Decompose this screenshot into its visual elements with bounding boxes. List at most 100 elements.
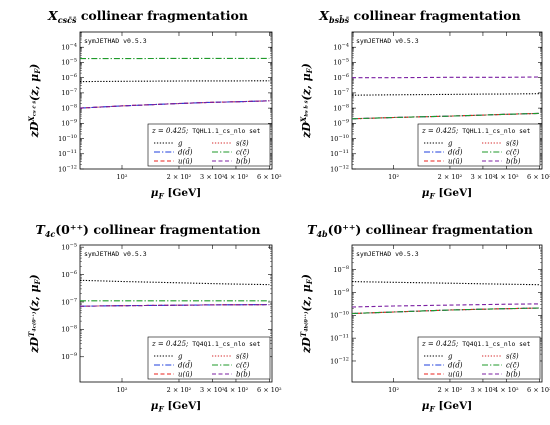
series-line-g [80, 279, 270, 286]
legend-label-u: u(ū) [178, 371, 193, 379]
y-tick-label: 10−7 [61, 88, 77, 97]
y-tick-label: 10−7 [61, 297, 77, 306]
series-line-b [80, 304, 270, 307]
series-line-g [352, 281, 540, 286]
y-axis-label: zDXcs c̄ s̄(z, μF) [27, 64, 42, 139]
y-tick-label: 10−10 [330, 311, 349, 320]
x-tick-label: 3 × 10² [200, 386, 225, 394]
legend-label-d: d(d̄) [448, 147, 463, 157]
y-tick-label: 10−8 [333, 103, 349, 112]
x-tick-label: 4 × 10² [224, 386, 249, 394]
y-tick-label: 10−4 [333, 43, 349, 52]
series-line-b [352, 303, 540, 308]
y-tick-label: 10−6 [61, 73, 77, 82]
x-tick-label: 4 × 10² [224, 173, 249, 181]
x-tick-label: 3 × 10² [471, 173, 496, 181]
legend-label-c: c(c̄) [236, 149, 250, 157]
legend-label-s: s(s̄) [236, 353, 249, 361]
x-tick-label: 3 × 10² [200, 173, 225, 181]
legend-box [417, 123, 541, 167]
x-tick-label: 6 × 10² [257, 173, 282, 181]
y-tick-label: 10−9 [333, 119, 349, 128]
legend-label-s: s(s̄) [236, 140, 249, 148]
legend-label-s: s(s̄) [506, 140, 519, 148]
legend-label-u: u(ū) [178, 158, 193, 166]
x-axis-label: μF [GeV] [422, 400, 472, 414]
legend-label-d: d(d̄) [178, 360, 193, 370]
legend-box [147, 123, 271, 167]
chart-panel-3: T4c(0⁺⁺) collinear fragmentation 10−9 10−8… [27, 222, 282, 414]
x-tick-label: 6 × 10² [257, 386, 282, 394]
plot-frame [79, 244, 273, 383]
y-tick-label: 10−8 [333, 265, 349, 274]
x-tick-label: 2 × 10² [167, 173, 192, 181]
legend-label-s: s(s̄) [506, 353, 519, 361]
series-line-b [80, 100, 270, 109]
x-tick-label: 2 × 10² [167, 386, 192, 394]
y-tick-label: 10−9 [333, 288, 349, 297]
y-tick-label: 10−10 [330, 134, 349, 143]
y-tick-label: 10−9 [61, 352, 77, 361]
legend-label-c: c(c̄) [506, 149, 520, 157]
series-line-g [80, 80, 270, 83]
legend-label-g: g [178, 353, 183, 361]
x-tick-label: 10² [117, 386, 128, 394]
version-label: symJETHAD v0.5.3 [84, 37, 147, 45]
chart-panel-2: Xbsb̄s̄ collinear fragmentation 10−12 10−1… [299, 8, 550, 201]
y-tick-label: 10−6 [333, 73, 349, 82]
series-line-b [352, 76, 540, 79]
x-tick-label: 10² [388, 386, 399, 394]
x-axis-label: μF [GeV] [151, 400, 201, 414]
series-line-g [352, 93, 540, 96]
legend-header: z = 0.425; TQHL1.1_cs_nlo set [421, 127, 531, 135]
x-tick-label: 3 × 10² [471, 386, 496, 394]
legend-label-u: u(ū) [448, 371, 463, 379]
x-tick-label: 6 × 10² [527, 173, 550, 181]
y-tick-label: 10−12 [330, 164, 349, 173]
y-tick-label: 10−9 [61, 119, 77, 128]
plot-frame [79, 31, 273, 170]
y-tick-label: 10−11 [330, 149, 349, 158]
x-tick-label: 2 × 10² [438, 386, 463, 394]
y-tick-label: 10−5 [61, 242, 77, 251]
series-line-c [352, 307, 540, 315]
x-tick-label: 10² [388, 173, 399, 181]
x-tick-label: 6 × 10² [527, 386, 550, 394]
chart-panel-1: Xcsc̄s̄ collinear fragmentation 10−12 10−1… [27, 8, 282, 201]
y-tick-label: 10−5 [61, 58, 77, 67]
legend-box [417, 336, 541, 380]
legend-label-g: g [448, 353, 453, 361]
panel-title: Xcsc̄s̄ collinear fragmentation [47, 8, 248, 25]
legend-header: z = 0.425; TQHL1.1_cs_nlo set [151, 127, 261, 135]
x-tick-label: 4 × 10² [494, 386, 519, 394]
y-tick-label: 10−12 [58, 164, 77, 173]
y-tick-label: 10−11 [330, 333, 349, 342]
plot-frame [351, 31, 543, 170]
legend-label-d: d(d̄) [448, 360, 463, 370]
panel-title: Xbsb̄s̄ collinear fragmentation [318, 8, 520, 25]
x-axis-label: μF [GeV] [422, 187, 472, 201]
y-tick-label: 10−8 [61, 103, 77, 112]
panel-title: T4b(0⁺⁺) collinear fragmentation [307, 222, 533, 239]
panel-title: T4c(0⁺⁺) collinear fragmentation [36, 222, 261, 239]
legend-box [147, 336, 271, 380]
y-tick-label: 10−8 [61, 325, 77, 334]
legend-label-c: c(c̄) [236, 362, 250, 370]
legend-label-u: u(ū) [448, 158, 463, 166]
y-tick-label: 10−4 [61, 43, 77, 52]
legend-label-g: g [448, 140, 453, 148]
legend-label-c: c(c̄) [506, 362, 520, 370]
version-label: symJETHAD v0.5.3 [356, 37, 419, 45]
y-axis-label: zDT4b(0⁺⁺)(z, μF) [299, 274, 314, 354]
legend-label-g: g [178, 140, 183, 148]
x-axis-label: μF [GeV] [151, 187, 201, 201]
y-tick-label: 10−7 [333, 88, 349, 97]
version-label: symJETHAD v0.5.3 [356, 250, 419, 258]
x-tick-label: 4 × 10² [494, 173, 519, 181]
x-tick-label: 10² [117, 173, 128, 181]
legend-header: z = 0.425; TQ4Q1.1_cs_nlo set [421, 340, 531, 348]
legend-label-d: d(d̄) [178, 147, 193, 157]
x-tick-label: 2 × 10² [438, 173, 463, 181]
legend-label-b: b(b̄) [506, 156, 521, 166]
